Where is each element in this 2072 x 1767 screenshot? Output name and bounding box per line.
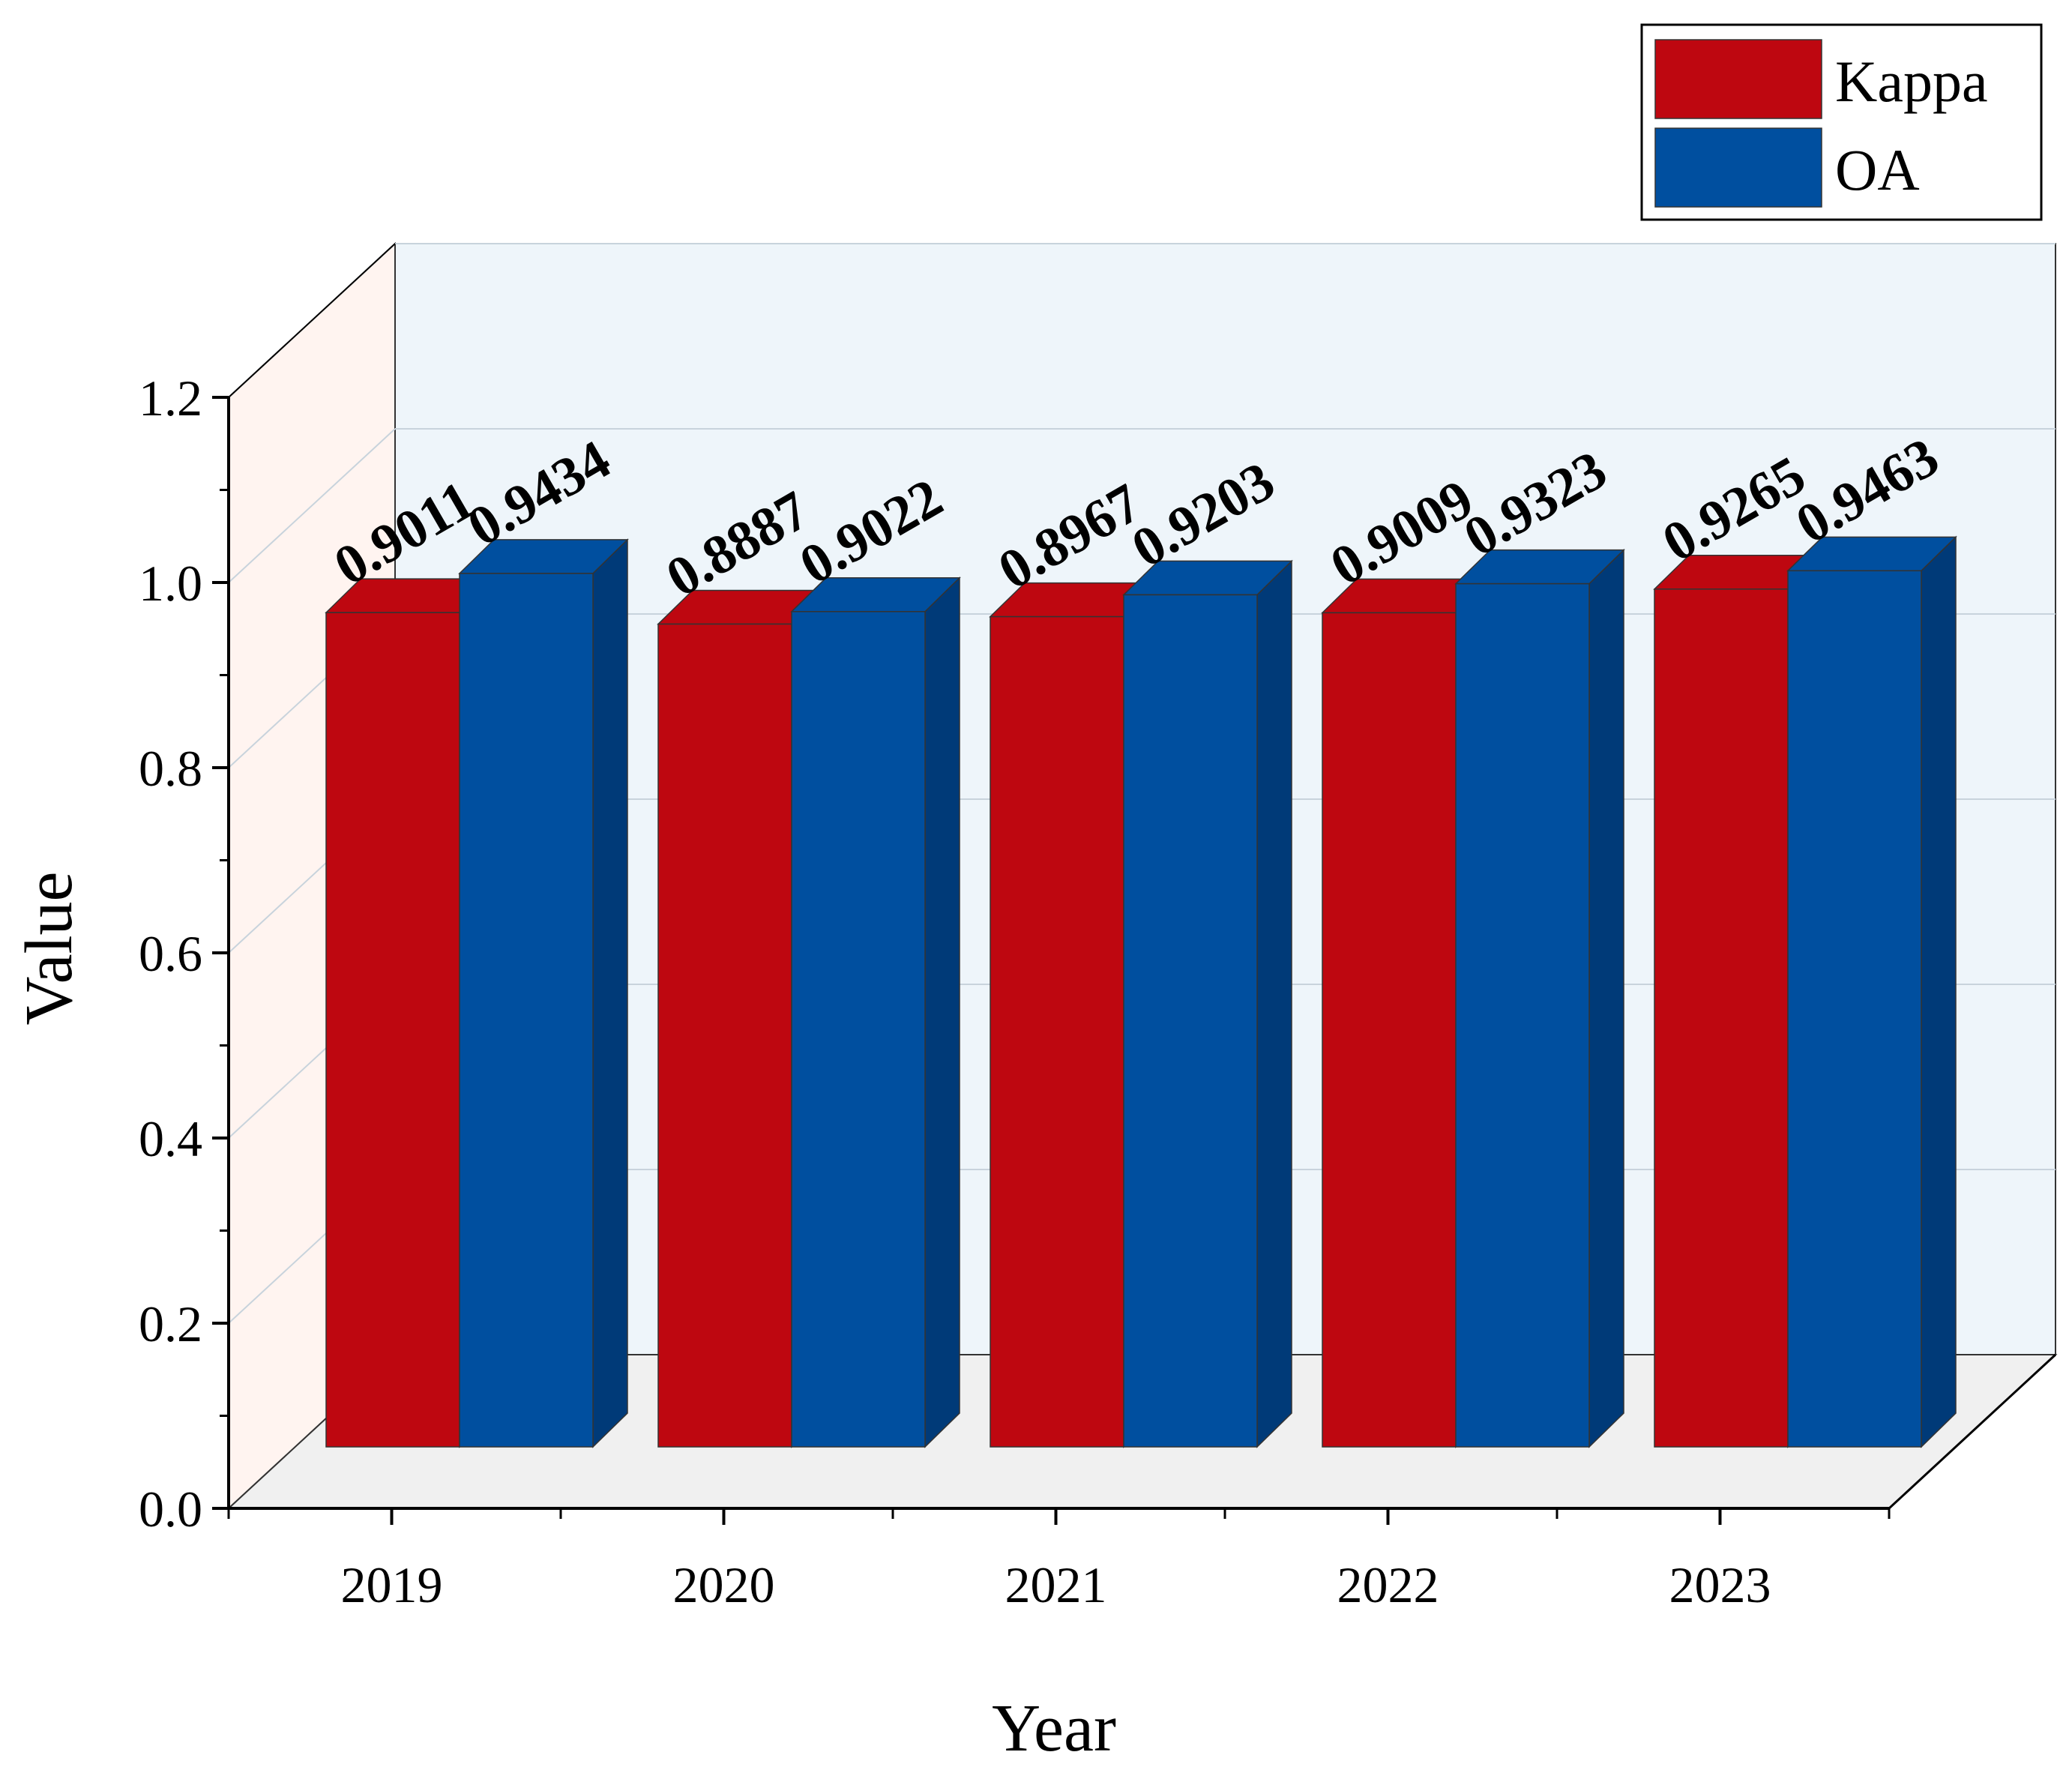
bar-oa-2021[interactable] (1123, 594, 1258, 1448)
y-tick-label: 0.2 (139, 1295, 202, 1352)
depth-edge-right (1888, 1353, 2057, 1510)
y-tick-label: 0.0 (139, 1481, 202, 1538)
x-tick-label-2021: 2021 (1005, 1556, 1107, 1613)
bar-oa-2020[interactable] (791, 611, 926, 1448)
y-tick-label: 0.4 (139, 1110, 202, 1167)
y-tick-label: 1.2 (139, 370, 202, 427)
legend-swatch-kappa[interactable] (1654, 39, 1822, 119)
grid-line-side (228, 428, 396, 583)
bar-oa-2023[interactable] (1787, 570, 1922, 1448)
bar-oa-2019[interactable] (459, 573, 594, 1448)
x-axis-title: Year (992, 1691, 1116, 1766)
legend-label-oa[interactable]: OA (1835, 137, 1920, 202)
bar-oa-2022[interactable] (1455, 583, 1590, 1448)
bar-side-oa-2020 (924, 577, 960, 1448)
x-tick-label-2022: 2022 (1337, 1556, 1439, 1613)
y-axis-title: Value (12, 872, 86, 1026)
x-tick-label-2020: 2020 (673, 1556, 775, 1613)
x-tick-label-2019: 2019 (341, 1556, 443, 1613)
bar-kappa-2019[interactable] (325, 612, 460, 1448)
legend-label-kappa[interactable]: Kappa (1835, 49, 1988, 114)
bar-side-oa-2023 (1921, 535, 1957, 1448)
axes: 0.0 0.2 0.4 0.6 0.8 1.0 1.2 2019 2020 2021 2022 202… (139, 243, 2057, 1613)
y-tick-label: 0.6 (139, 925, 202, 982)
bar-kappa-2020[interactable] (657, 623, 792, 1448)
bars (325, 535, 1957, 1448)
bar-kappa-2021[interactable] (990, 615, 1124, 1448)
legend[interactable]: Kappa OA (1640, 23, 2043, 221)
y-tick-label: 1.0 (139, 555, 202, 612)
bar-side-oa-2021 (1256, 559, 1292, 1448)
x-tick-label-2023: 2023 (1669, 1556, 1771, 1613)
legend-swatch-oa[interactable] (1654, 127, 1822, 208)
depth-edge-top (228, 243, 396, 398)
bar-side-oa-2022 (1588, 548, 1624, 1448)
bar-side-oa-2019 (592, 538, 628, 1448)
bar-kappa-2022[interactable] (1322, 612, 1457, 1448)
y-tick-label: 0.8 (139, 740, 202, 797)
bar-kappa-2023[interactable] (1654, 589, 1789, 1448)
